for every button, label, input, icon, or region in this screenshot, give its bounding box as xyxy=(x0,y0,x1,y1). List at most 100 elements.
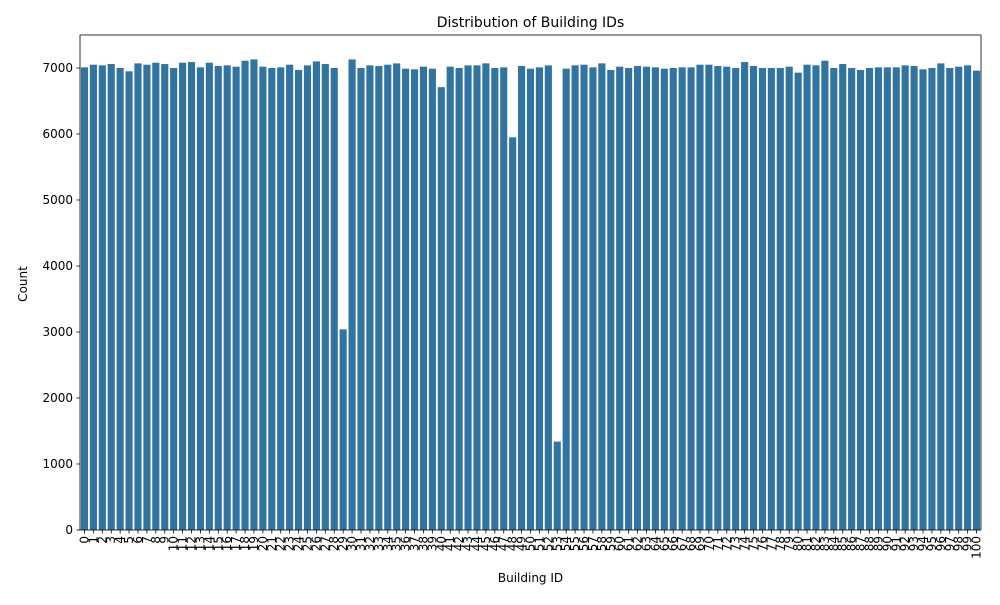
bar-22 xyxy=(277,67,285,530)
bar-27 xyxy=(321,64,329,530)
x-tick-label: 66 xyxy=(666,536,680,551)
x-tick-label: 56 xyxy=(577,536,591,551)
bar-50 xyxy=(526,68,535,530)
x-tick-label: 71 xyxy=(711,536,725,551)
bar-17 xyxy=(232,66,240,531)
bar-96 xyxy=(937,63,945,530)
x-tick-label: 7 xyxy=(140,536,154,544)
bar-100 xyxy=(972,70,981,530)
bar-84 xyxy=(830,68,838,530)
bar-29 xyxy=(339,329,347,530)
bar-70 xyxy=(705,64,713,530)
x-tick-label: 63 xyxy=(639,536,653,551)
x-tick-label: 82 xyxy=(809,536,823,551)
bar-64 xyxy=(651,67,659,530)
bar-28 xyxy=(330,68,338,530)
plot-frame xyxy=(79,34,982,531)
x-tick-label: 60 xyxy=(613,536,627,551)
bar-7 xyxy=(143,64,151,530)
x-tick-label: 72 xyxy=(720,536,734,551)
x-tick-label: 54 xyxy=(559,536,573,551)
bar-72 xyxy=(723,66,731,531)
x-tick-label: 78 xyxy=(773,536,787,551)
x-tick-label: 53 xyxy=(550,536,564,551)
bar-15 xyxy=(214,66,222,531)
bar-88 xyxy=(865,68,874,530)
x-tick-label: 9 xyxy=(158,536,172,544)
bar-56 xyxy=(580,64,588,530)
x-tick-label: 70 xyxy=(702,536,716,551)
x-tick-label: 41 xyxy=(443,536,457,551)
bar-46 xyxy=(491,68,499,530)
bar-4 xyxy=(116,68,124,530)
x-tick-label: 64 xyxy=(648,536,662,551)
bar-44 xyxy=(473,65,481,531)
x-tick-label: 81 xyxy=(800,536,814,551)
bar-55 xyxy=(571,65,579,531)
bar-33 xyxy=(375,66,383,531)
bar-16 xyxy=(223,65,231,531)
x-tick-label: 95 xyxy=(925,536,939,551)
bar-79 xyxy=(785,66,793,531)
x-tick-label: 52 xyxy=(541,536,555,551)
bar-3 xyxy=(107,64,115,530)
x-axis: 0123456789101112131415161718192021222324… xyxy=(77,530,984,559)
bar-78 xyxy=(776,68,784,530)
x-tick-label: 3 xyxy=(104,536,118,544)
x-tick-label: 92 xyxy=(898,536,912,551)
x-tick-label: 91 xyxy=(889,536,903,551)
bar-41 xyxy=(446,66,454,531)
bar-81 xyxy=(803,64,811,530)
bar-85 xyxy=(839,64,847,530)
x-tick-label: 90 xyxy=(880,536,894,551)
x-tick-label: 6 xyxy=(131,536,145,544)
x-tick-label: 89 xyxy=(871,536,885,551)
x-tick-label: 50 xyxy=(524,536,538,551)
bar-45 xyxy=(482,63,490,530)
bar-19 xyxy=(250,59,258,531)
bar-12 xyxy=(187,62,196,531)
x-tick-label: 26 xyxy=(309,536,323,551)
x-tick-label: 40 xyxy=(434,536,448,551)
x-tick-label: 77 xyxy=(764,536,778,551)
bar-68 xyxy=(687,67,695,530)
x-tick-label: 19 xyxy=(247,536,261,551)
x-tick-label: 35 xyxy=(390,536,404,551)
y-tick-label: 0 xyxy=(65,523,73,537)
bar-42 xyxy=(455,68,463,530)
x-tick-label: 23 xyxy=(283,536,297,551)
x-tick-label: 62 xyxy=(631,536,645,551)
x-tick-label: 32 xyxy=(363,536,377,551)
bar-52 xyxy=(544,65,552,531)
bar-31 xyxy=(357,68,365,530)
bar-60 xyxy=(616,66,624,531)
bar-80 xyxy=(794,72,802,531)
bar-36 xyxy=(402,68,410,530)
x-tick-label: 46 xyxy=(488,536,502,551)
bar-87 xyxy=(857,69,865,530)
x-tick-label: 34 xyxy=(381,536,395,551)
bar-65 xyxy=(660,68,668,530)
bar-48 xyxy=(509,137,517,531)
bar-89 xyxy=(874,67,882,530)
bar-39 xyxy=(428,68,436,530)
bar-95 xyxy=(928,68,936,530)
chart-title: Distribution of Building IDs xyxy=(437,15,625,31)
x-tick-label: 75 xyxy=(747,536,761,551)
x-tick-label: 18 xyxy=(238,536,252,551)
x-tick-label: 79 xyxy=(782,536,796,551)
bar-75 xyxy=(749,66,758,531)
x-tick-label: 36 xyxy=(399,536,413,551)
x-tick-label: 99 xyxy=(961,536,975,551)
bar-40 xyxy=(437,87,445,530)
x-tick-label: 15 xyxy=(211,536,225,551)
x-tick-label: 10 xyxy=(167,536,181,551)
bar-61 xyxy=(625,68,633,530)
y-tick-label: 2000 xyxy=(42,391,73,405)
bar-69 xyxy=(696,64,704,530)
x-tick-label: 37 xyxy=(408,536,422,551)
x-tick-label: 69 xyxy=(693,536,707,551)
x-tick-label: 51 xyxy=(532,536,546,551)
x-tick-label: 42 xyxy=(452,536,466,551)
